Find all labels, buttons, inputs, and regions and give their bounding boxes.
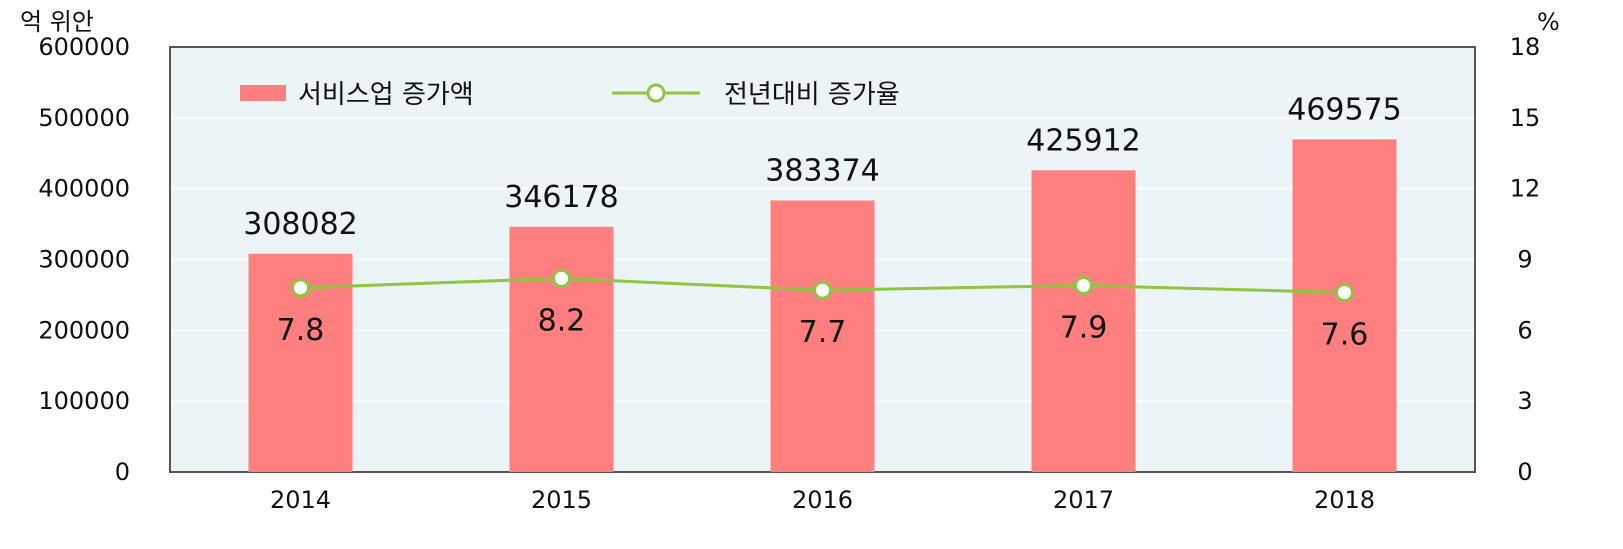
left-axis-unit: 억 위안 — [20, 8, 94, 36]
line-data-label: 7.7 — [799, 315, 847, 350]
line-point — [291, 278, 310, 298]
line-data-label: 8.2 — [538, 303, 586, 338]
legend-label-bar: 서비스업 증가액 — [298, 80, 474, 110]
line-data-label: 7.9 — [1060, 310, 1108, 345]
bar-data-label: 425912 — [1026, 123, 1141, 158]
x-tick-label: 2014 — [270, 486, 331, 514]
bar — [770, 200, 875, 472]
x-tick-label: 2015 — [531, 486, 592, 514]
y-left-tick-label: 300000 — [38, 246, 130, 274]
bar-data-label: 308082 — [243, 207, 358, 242]
bar — [1031, 170, 1136, 473]
line-data-label: 7.6 — [1321, 318, 1369, 353]
line-point — [1074, 275, 1093, 295]
y-right-tick-label: 12 — [1510, 175, 1541, 203]
line-point — [813, 280, 832, 300]
y-right-tick-label: 3 — [1517, 387, 1532, 415]
y-right-tick-label: 15 — [1510, 104, 1541, 132]
y-left-tick-label: 400000 — [38, 175, 130, 203]
y-left-tick-label: 100000 — [38, 387, 130, 415]
x-tick-label: 2016 — [792, 486, 853, 514]
bar — [1292, 139, 1397, 472]
line-point — [1335, 283, 1354, 303]
bar — [509, 226, 614, 472]
line-data-label: 7.8 — [277, 313, 325, 348]
legend: 서비스업 증가액 전년대비 증가율 — [240, 80, 900, 110]
y-left-tick-label: 600000 — [38, 33, 130, 61]
legend-swatch-bar — [240, 85, 286, 101]
y-left-tick-label: 0 — [115, 458, 130, 486]
y-right-tick-label: 18 — [1510, 33, 1541, 61]
x-tick-label: 2017 — [1053, 486, 1114, 514]
legend-label-line: 전년대비 증가율 — [724, 80, 900, 110]
line-point — [552, 268, 571, 288]
bar-data-label: 469575 — [1287, 92, 1402, 127]
bar-data-label: 346178 — [504, 180, 619, 215]
y-left-tick-label: 500000 — [38, 104, 130, 132]
y-right-tick-label: 9 — [1517, 246, 1532, 274]
y-right-tick-label: 6 — [1517, 316, 1532, 344]
x-tick-label: 2018 — [1314, 486, 1375, 514]
legend-swatch-marker — [646, 83, 666, 103]
y-left-tick-label: 200000 — [38, 316, 130, 344]
bar-data-label: 383374 — [765, 153, 880, 188]
right-axis-unit: % — [1537, 8, 1560, 36]
y-right-tick-label: 0 — [1517, 458, 1532, 486]
